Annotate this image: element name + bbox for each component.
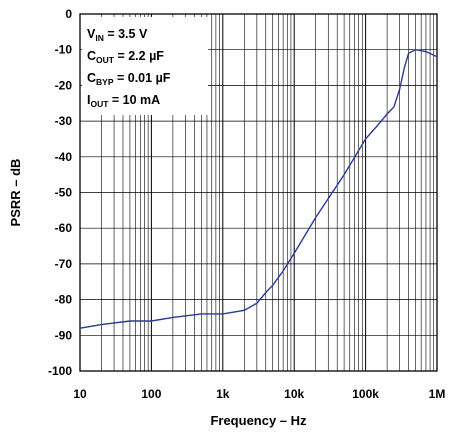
y-tick-label: -90	[55, 328, 73, 342]
x-tick-label: 100	[141, 387, 161, 401]
y-axis-title: PSRR – dB	[8, 159, 23, 227]
legend-background	[82, 17, 208, 115]
x-tick-label: 1k	[216, 387, 230, 401]
legend-line: VIN = 3.5 V	[87, 27, 148, 43]
y-tick-label: -70	[55, 257, 73, 271]
y-tick-label: 0	[65, 7, 72, 21]
x-axis-title: Frequency – Hz	[210, 413, 307, 428]
legend-line: IOUT = 10 mA	[87, 93, 160, 109]
x-tick-label: 1M	[429, 387, 446, 401]
condition-legend-box: VIN = 3.5 V COUT = 2.2 µF CBYP = 0.01 µF IO…	[82, 17, 208, 115]
x-tick-label: 100k	[352, 387, 379, 401]
y-axis-ticks: 0 -10 -20 -30 -40 -50 -60 -70 -80 -90 -100	[48, 7, 72, 378]
y-tick-label: -20	[55, 78, 73, 92]
y-tick-label: -10	[55, 43, 73, 57]
y-tick-label: -50	[55, 186, 73, 200]
x-tick-label: 10k	[284, 387, 304, 401]
y-tick-label: -60	[55, 221, 73, 235]
x-axis-ticks: 10 100 1k 10k 100k 1M	[73, 387, 445, 401]
y-tick-label: -30	[55, 114, 73, 128]
x-tick-label: 10	[73, 387, 87, 401]
y-tick-label: -80	[55, 293, 73, 307]
y-tick-label: -40	[55, 150, 73, 164]
legend-line: CBYP = 0.01 µF	[87, 71, 171, 87]
legend-line: COUT = 2.2 µF	[87, 49, 164, 65]
plot-frame	[79, 13, 438, 372]
y-tick-label: -100	[48, 364, 72, 378]
psrr-series-line	[79, 48, 438, 329]
